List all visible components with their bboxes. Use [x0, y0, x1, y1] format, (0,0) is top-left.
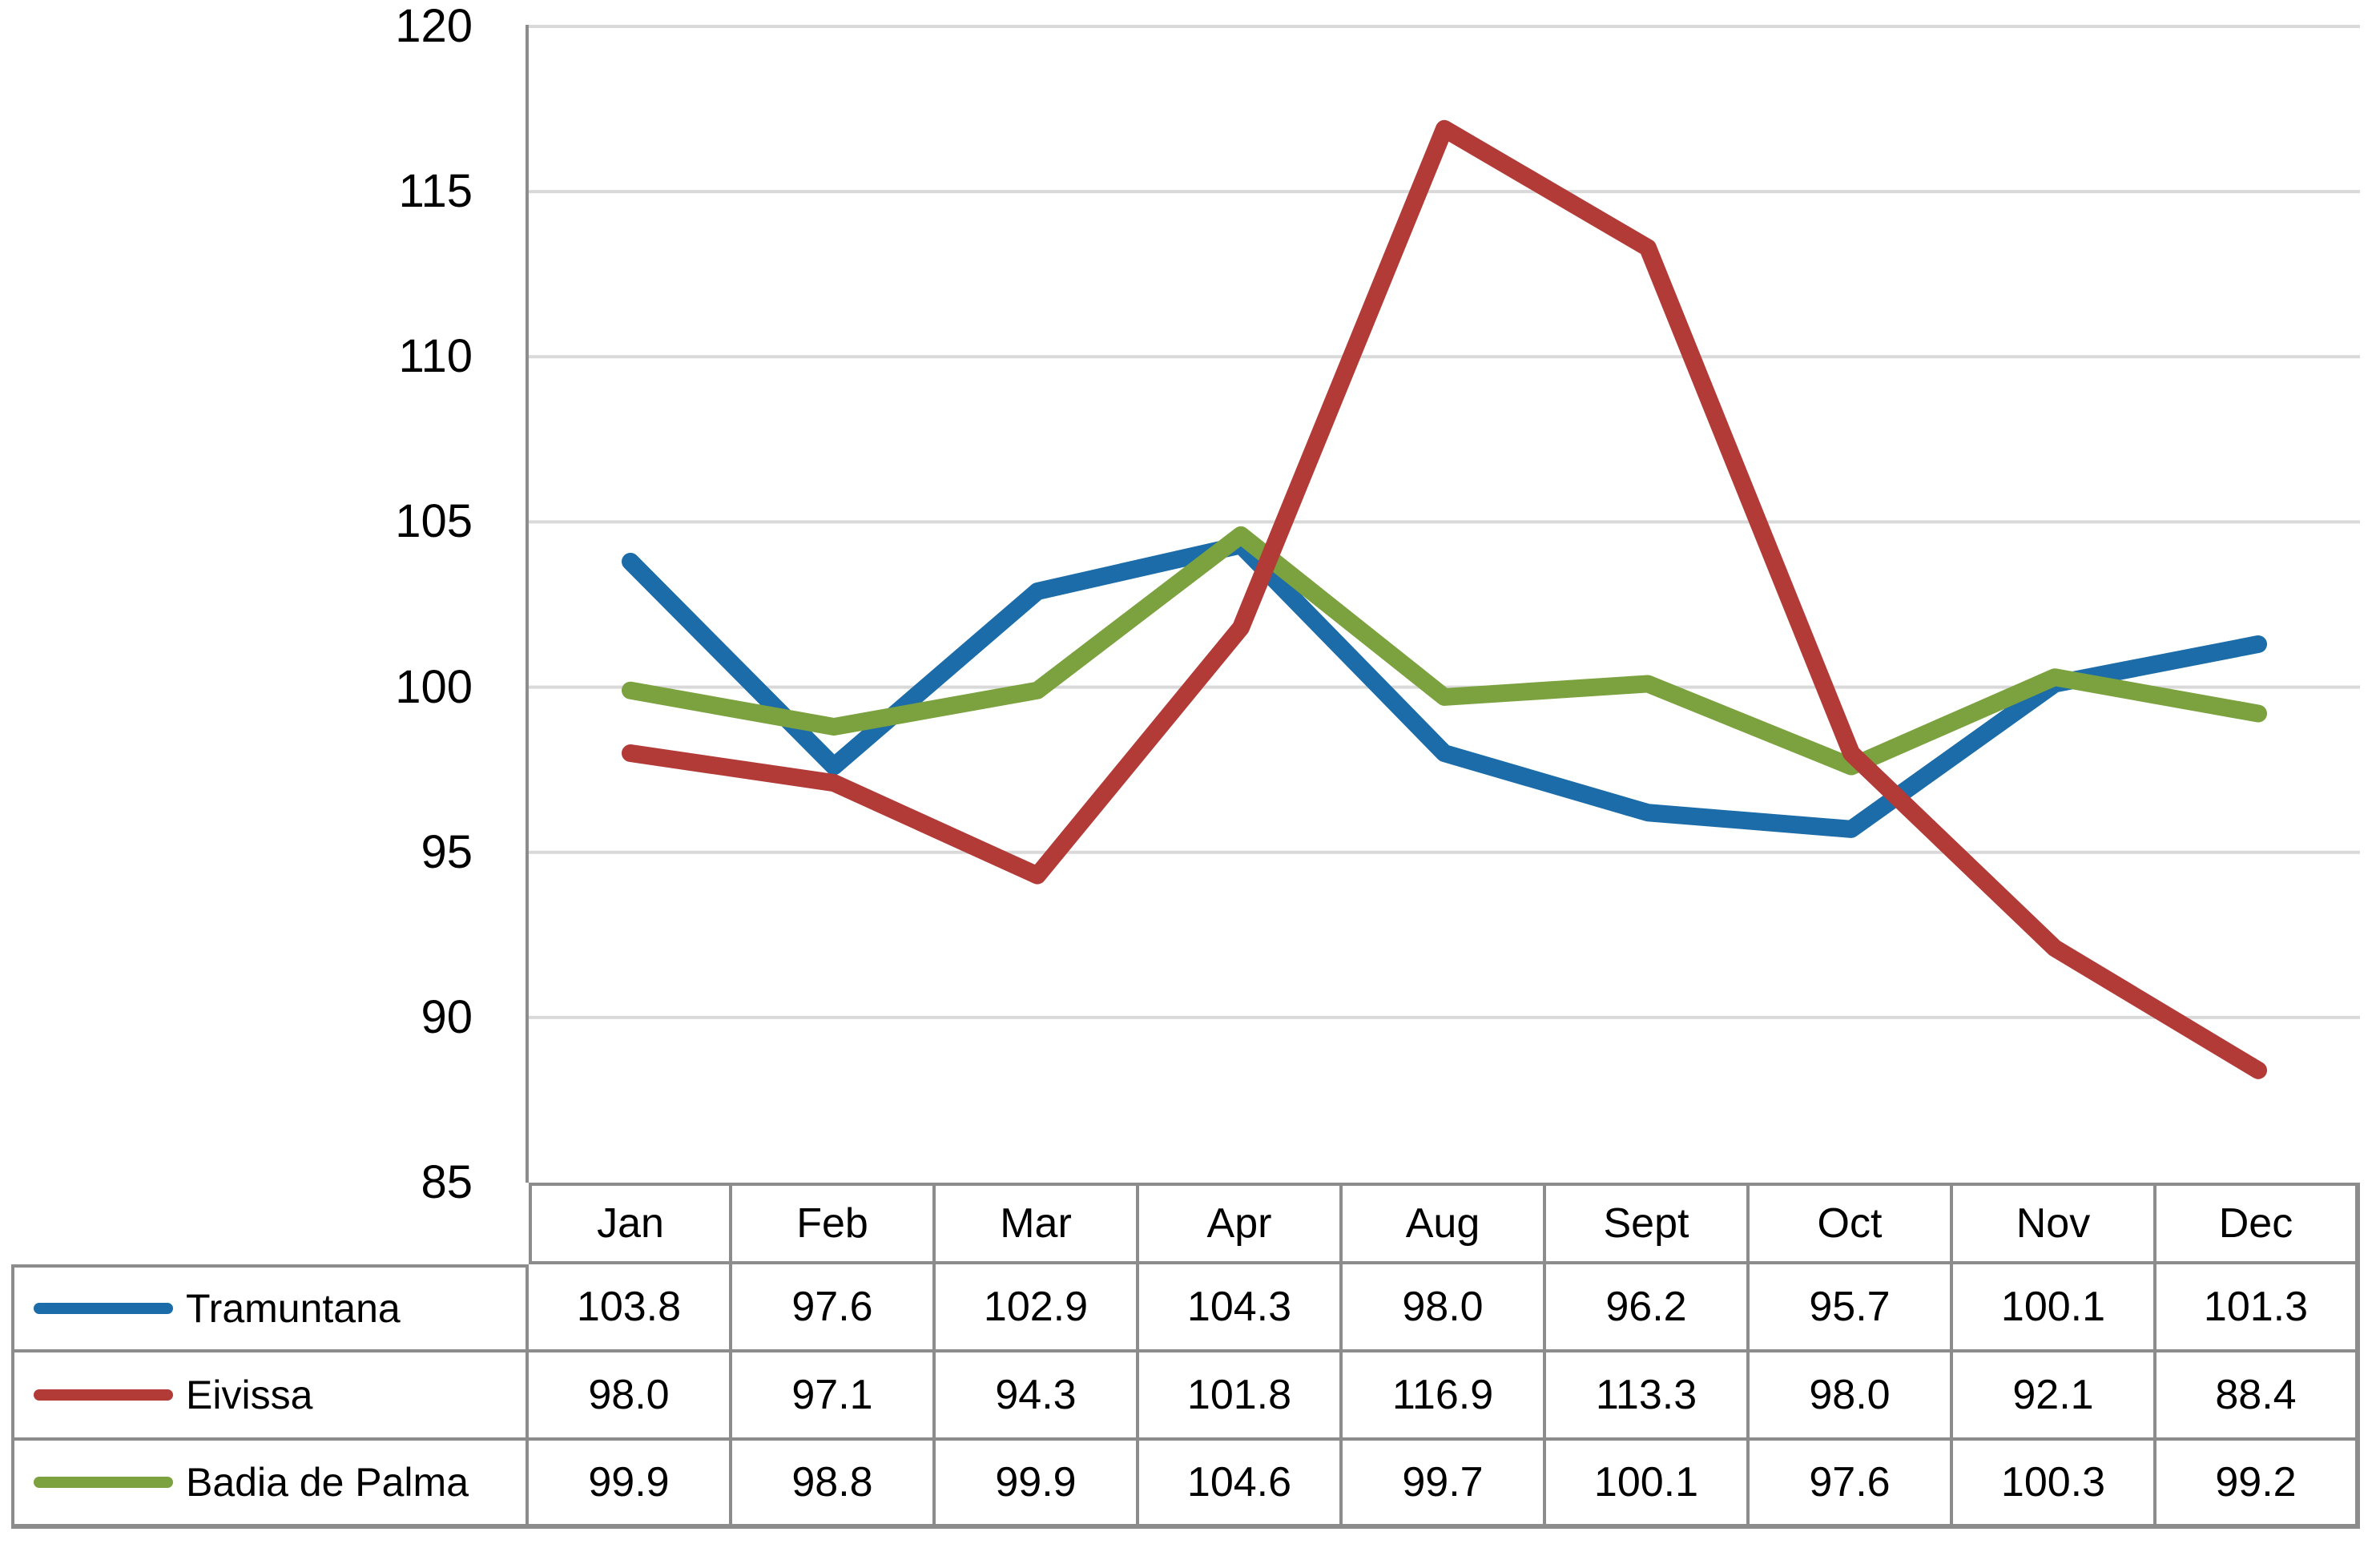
value-cell: 96.2	[1546, 1264, 1750, 1352]
value-cell: 103.8	[529, 1264, 732, 1352]
legend-cell-badia-de-palma: Badia de Palma	[11, 1441, 529, 1529]
value-cell: 98.0	[1750, 1352, 1953, 1441]
table-corner-spacer	[11, 1183, 529, 1264]
value-cell: 92.1	[1953, 1352, 2156, 1441]
series-line-eivissa	[622, 119, 2267, 1079]
data-table: Jan Feb Mar Apr Aug Sept Oct Nov Dec Tramuntana 10…	[11, 1183, 2360, 1529]
value-cell: 100.1	[1546, 1441, 1750, 1529]
value-cell: 104.3	[1139, 1264, 1343, 1352]
month-header-cell: Sept	[1546, 1183, 1750, 1264]
y-tick-label: 95	[421, 825, 473, 878]
value-cell: 101.3	[2156, 1264, 2360, 1352]
value-cell: 116.9	[1343, 1352, 1546, 1441]
line-plot-area	[526, 25, 2360, 1183]
y-tick-label: 120	[395, 0, 473, 52]
value-cell: 99.9	[529, 1441, 732, 1529]
value-cell: 88.4	[2156, 1352, 2360, 1441]
month-header-cell: Jan	[529, 1183, 732, 1264]
value-cell: 99.9	[936, 1441, 1139, 1529]
month-header-cell: Dec	[2156, 1183, 2360, 1264]
month-header-cell: Feb	[732, 1183, 936, 1264]
series-label: Badia de Palma	[186, 1460, 469, 1505]
legend-cell-eivissa: Eivissa	[11, 1352, 529, 1441]
value-cell: 98.0	[529, 1352, 732, 1441]
series-label: Eivissa	[186, 1373, 313, 1417]
value-cell: 97.6	[732, 1264, 936, 1352]
y-tick-label: 105	[395, 495, 473, 548]
value-cell: 98.8	[732, 1441, 936, 1529]
value-cell: 104.6	[1139, 1441, 1343, 1529]
value-cell: 98.0	[1343, 1264, 1546, 1352]
series-label: Tramuntana	[186, 1286, 401, 1331]
value-cell: 97.6	[1750, 1441, 1953, 1529]
y-tick-label: 90	[421, 990, 473, 1043]
y-tick-label: 85	[421, 1156, 473, 1208]
month-header-cell: Aug	[1343, 1183, 1546, 1264]
legend-swatch-badia-de-palma	[34, 1477, 173, 1488]
y-tick-label: 115	[398, 165, 473, 218]
legend-swatch-eivissa	[34, 1389, 173, 1401]
value-cell: 102.9	[936, 1264, 1139, 1352]
y-tick-label: 100	[395, 660, 473, 713]
value-cell: 99.7	[1343, 1441, 1546, 1529]
value-cell: 95.7	[1750, 1264, 1953, 1352]
month-header-cell: Nov	[1953, 1183, 2156, 1264]
y-tick-label: 110	[398, 330, 473, 383]
value-cell: 100.1	[1953, 1264, 2156, 1352]
value-cell: 100.3	[1953, 1441, 2156, 1529]
legend-cell-tramuntana: Tramuntana	[11, 1264, 529, 1352]
value-cell: 101.8	[1139, 1352, 1343, 1441]
month-header-cell: Mar	[936, 1183, 1139, 1264]
value-cell: 113.3	[1546, 1352, 1750, 1441]
month-header-cell: Oct	[1750, 1183, 1953, 1264]
series-line-badia-de-palma	[622, 526, 2267, 776]
legend-swatch-tramuntana	[34, 1303, 173, 1314]
value-cell: 94.3	[936, 1352, 1139, 1441]
month-header-cell: Apr	[1139, 1183, 1343, 1264]
value-cell: 97.1	[732, 1352, 936, 1441]
value-cell: 99.2	[2156, 1441, 2360, 1529]
